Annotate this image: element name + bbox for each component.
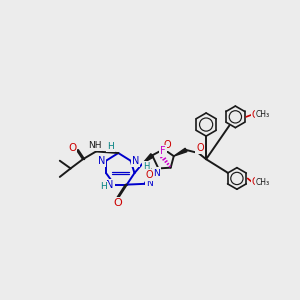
Text: F: F — [160, 146, 166, 156]
Text: O: O — [252, 110, 259, 119]
Polygon shape — [143, 154, 154, 163]
Text: N: N — [153, 169, 159, 178]
Text: H: H — [107, 142, 114, 151]
Text: H: H — [143, 162, 149, 171]
Text: H: H — [100, 182, 107, 191]
Text: N: N — [106, 180, 113, 190]
Text: O: O — [196, 143, 204, 153]
Text: O: O — [68, 143, 76, 153]
Polygon shape — [152, 168, 158, 172]
Text: N: N — [132, 156, 139, 166]
Text: N: N — [146, 179, 153, 188]
Text: CH₃: CH₃ — [256, 178, 270, 187]
Polygon shape — [174, 148, 187, 156]
Text: O: O — [252, 177, 259, 187]
Text: O: O — [113, 198, 122, 208]
Text: O: O — [145, 169, 153, 180]
Text: O: O — [163, 140, 171, 150]
Text: NH: NH — [88, 141, 101, 150]
Text: N: N — [98, 156, 105, 166]
Text: CH₃: CH₃ — [256, 110, 270, 119]
